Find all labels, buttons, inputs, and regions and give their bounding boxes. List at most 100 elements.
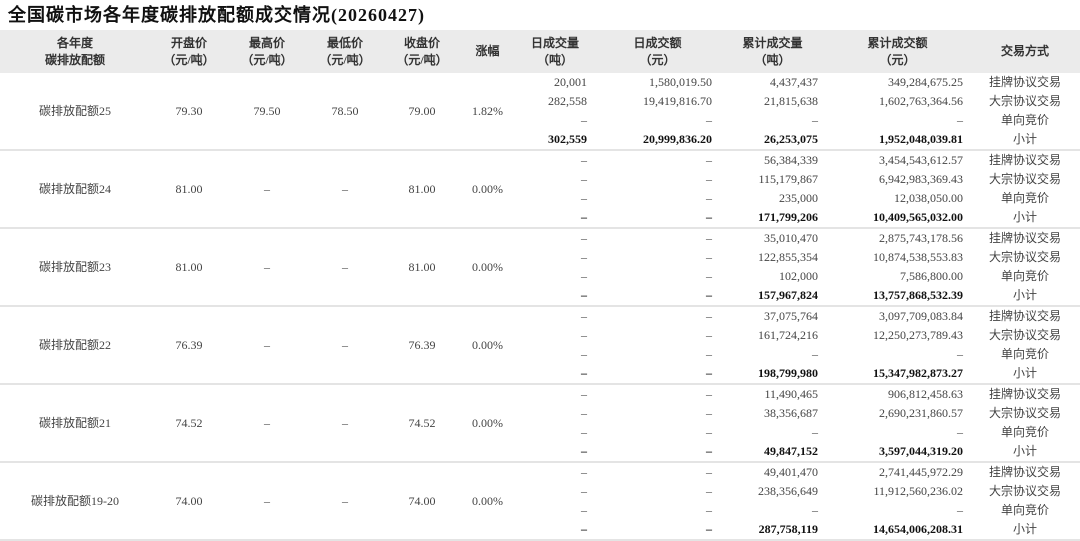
table-row: – – 122,855,354 10,874,538,553.83 大宗协议交易 — [0, 248, 1080, 267]
high-price: 79.50 — [228, 73, 306, 151]
trade-method: 单向竞价 — [1000, 113, 1049, 127]
column-header: 累计成交量 （吨） — [720, 30, 825, 73]
daily-amount: – — [595, 442, 720, 463]
subtotal-row: – –198,799,980 15,347,982,873.27 小计 — [0, 364, 1080, 385]
cumulative-volume: 238,356,649 — [758, 484, 818, 498]
trade-method: 挂牌协议交易 — [988, 465, 1061, 479]
allowance-name: 碳排放配额24 — [0, 150, 150, 229]
column-header: 日成交量 （吨） — [515, 30, 595, 73]
cumulative-volume: 287,758,119 — [720, 520, 825, 541]
column-header: 收盘价 （元/吨） — [384, 30, 460, 73]
trade-method: 挂牌协议交易 — [988, 309, 1061, 323]
daily-volume: – — [581, 465, 587, 479]
cumulative-amount: – — [957, 347, 963, 361]
cumulative-volume: 38,356,687 — [764, 406, 818, 420]
daily-volume: – — [581, 250, 587, 264]
close-price: 74.52 — [384, 384, 460, 463]
cumulative-amount: 1,602,763,364.56 — [879, 94, 963, 108]
daily-amount: – — [595, 520, 720, 541]
allowance-name: 碳排放配额22 — [0, 306, 150, 385]
cumulative-amount: 3,454,543,612.57 — [879, 153, 963, 167]
trade-method: 挂牌协议交易 — [988, 231, 1061, 245]
high-price: – — [228, 306, 306, 385]
cumulative-amount: 11,912,560,236.02 — [873, 484, 963, 498]
table-row: 碳排放配额21 74.52– –74.52 0.00% – –11,490,465 906,… — [0, 384, 1080, 463]
daily-volume: 282,558 — [548, 94, 587, 108]
cumulative-amount: 2,875,743,178.56 — [879, 231, 963, 245]
daily-volume: – — [581, 309, 587, 323]
daily-amount: – — [706, 191, 712, 205]
column-header-line: 开盘价 — [170, 35, 207, 50]
cumulative-volume: – — [812, 347, 818, 361]
table-row: – – 238,356,649 11,912,560,236.02 大宗协议交易 — [0, 482, 1080, 501]
trade-method: 大宗协议交易 — [988, 172, 1061, 186]
table-row: – – – – 单向竞价 — [0, 111, 1080, 130]
trade-method: 单向竞价 — [1000, 269, 1049, 283]
daily-volume: 20,001 — [554, 75, 587, 89]
close-price: 74.00 — [384, 462, 460, 541]
trade-method: 大宗协议交易 — [988, 94, 1061, 108]
column-header: 最高价 （元/吨） — [228, 30, 306, 73]
trade-method: 大宗协议交易 — [988, 328, 1061, 342]
cumulative-volume: 11,490,465 — [764, 387, 818, 401]
daily-volume: 302,559 — [515, 130, 595, 151]
trade-method: 大宗协议交易 — [988, 250, 1061, 264]
column-header-line: 日成交额 — [633, 35, 682, 50]
column-header: 开盘价 （元/吨） — [150, 30, 228, 73]
daily-amount: 1,580,019.50 — [649, 75, 712, 89]
trade-method: 大宗协议交易 — [988, 484, 1061, 498]
open-price: 74.52 — [150, 384, 228, 463]
daily-volume: – — [515, 208, 595, 229]
trade-method: 单向竞价 — [1000, 425, 1049, 439]
column-header-line: 累计成交量 — [742, 35, 803, 50]
low-price: – — [306, 306, 384, 385]
trade-method: 大宗协议交易 — [988, 406, 1061, 420]
cumulative-volume: – — [812, 425, 818, 439]
cumulative-amount: – — [957, 425, 963, 439]
daily-amount: – — [706, 347, 712, 361]
daily-amount: 20,999,836.20 — [595, 130, 720, 151]
price-change: 0.00% — [460, 150, 515, 229]
cumulative-volume: 198,799,980 — [720, 364, 825, 385]
daily-volume: – — [581, 387, 587, 401]
high-price: – — [228, 462, 306, 541]
low-price: – — [306, 228, 384, 307]
cumulative-volume: 49,401,470 — [764, 465, 818, 479]
cumulative-amount: 6,942,983,369.43 — [879, 172, 963, 186]
column-header: 累计成交额 （元） — [825, 30, 970, 73]
daily-volume: – — [515, 364, 595, 385]
daily-volume: – — [581, 113, 587, 127]
cumulative-volume: 26,253,075 — [720, 130, 825, 151]
daily-volume: – — [581, 191, 587, 205]
table-row: 碳排放配额24 81.00– –81.00 0.00% – –56,384,339 3,45… — [0, 150, 1080, 229]
subtotal-row: – –49,847,152 3,597,044,319.20 小计 — [0, 442, 1080, 463]
cumulative-volume: 161,724,216 — [758, 328, 818, 342]
table-row: 碳排放配额25 79.30 79.50 78.50 79.00 1.82% 20,001 1,… — [0, 73, 1080, 151]
trade-method: 小计 — [970, 208, 1080, 229]
column-header: 涨幅 — [460, 30, 515, 73]
close-price: 81.00 — [384, 150, 460, 229]
trade-method: 小计 — [970, 520, 1080, 541]
cumulative-amount: 3,597,044,319.20 — [825, 442, 970, 463]
close-price: 79.00 — [384, 73, 460, 151]
high-price: – — [228, 150, 306, 229]
daily-volume: – — [581, 347, 587, 361]
trade-method: 单向竞价 — [1000, 347, 1049, 361]
cumulative-volume: 157,967,824 — [720, 286, 825, 307]
open-price: 81.00 — [150, 150, 228, 229]
column-header-line: （元） — [879, 52, 916, 67]
cumulative-amount: 13,757,868,532.39 — [825, 286, 970, 307]
table-row: – – 115,179,867 6,942,983,369.43 大宗协议交易 — [0, 170, 1080, 189]
cumulative-amount: 3,097,709,083.84 — [879, 309, 963, 323]
open-price: 76.39 — [150, 306, 228, 385]
column-header: 最低价 （元/吨） — [306, 30, 384, 73]
cumulative-volume: 4,437,437 — [770, 75, 818, 89]
cumulative-amount: 7,586,800.00 — [900, 269, 963, 283]
column-header-line: （吨） — [536, 52, 573, 67]
cumulative-amount: – — [957, 113, 963, 127]
cumulative-amount: 2,690,231,860.57 — [879, 406, 963, 420]
daily-volume: – — [581, 406, 587, 420]
table-row: – – – – 单向竞价 — [0, 501, 1080, 520]
daily-volume: – — [581, 172, 587, 186]
allowance-name: 碳排放配额25 — [0, 73, 150, 151]
